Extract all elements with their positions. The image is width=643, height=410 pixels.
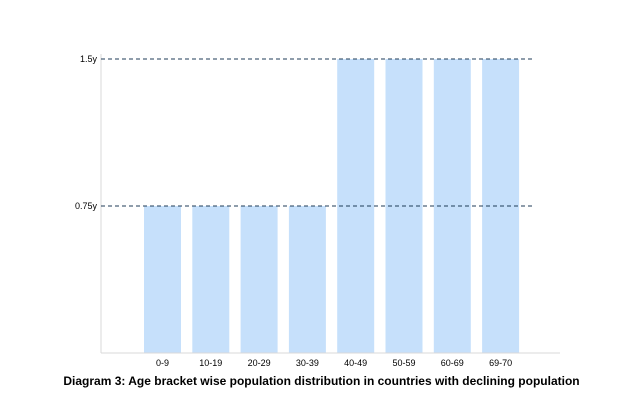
y-tick-label: 0.75y <box>75 201 98 211</box>
y-tick-label: 1.5y <box>80 54 98 64</box>
chart-caption: Diagram 3: Age bracket wise population d… <box>63 374 580 388</box>
x-tick-label: 20-29 <box>248 358 271 368</box>
x-tick-labels: 0-9 10-19 20-29 30-39 40-49 50-59 60-69 69-70 <box>156 358 512 368</box>
bar-chart: 0.75y 1.5y 0-9 10-19 20-29 30-39 40-49 50-59 60… <box>75 54 560 368</box>
gridlines <box>101 58 533 207</box>
x-tick-label: 50-59 <box>392 358 415 368</box>
bar-0-9 <box>144 206 181 353</box>
x-tick-label: 10-19 <box>199 358 222 368</box>
x-tick-label: 60-69 <box>441 358 464 368</box>
bar-20-29 <box>240 206 278 353</box>
y-tick-labels: 0.75y 1.5y <box>75 54 98 211</box>
x-tick-label: 40-49 <box>344 358 367 368</box>
x-tick-label: 0-9 <box>156 358 169 368</box>
x-tick-label: 69-70 <box>489 358 512 368</box>
bar-30-39 <box>288 206 326 353</box>
bar-10-19 <box>192 206 230 353</box>
x-tick-label: 30-39 <box>296 358 319 368</box>
